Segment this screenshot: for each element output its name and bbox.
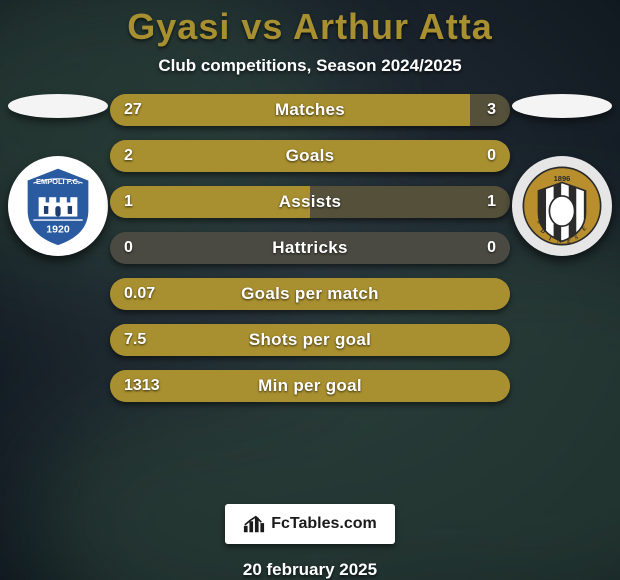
stat-label: Hattricks [110,232,510,264]
stat-row: 273Matches [110,94,510,126]
stat-row: 0.07Goals per match [110,278,510,310]
stat-label: Matches [110,94,510,126]
stat-label: Shots per goal [110,324,510,356]
svg-text:EMPOLI F.C.: EMPOLI F.C. [36,177,80,186]
svg-text:1920: 1920 [46,223,70,235]
page-title: Gyasi vs Arthur Atta [127,6,492,48]
watermark-text: FcTables.com [271,515,377,533]
date-text: 20 february 2025 [243,560,377,580]
udinese-crest-icon: 1896 U D I N [520,164,604,248]
right-player-column: 1896 U D I N [512,94,612,256]
left-club-badge: EMPOLI F.C. 1920 [8,156,108,256]
empoli-crest-icon: EMPOLI F.C. 1920 [14,162,102,250]
left-player-column: EMPOLI F.C. 1920 [8,94,108,256]
stat-label: Goals [110,140,510,172]
stat-row: 20Goals [110,140,510,172]
player-ellipse-right [512,94,612,118]
bar-chart-icon [243,514,265,534]
stat-row: 7.5Shots per goal [110,324,510,356]
stat-bars: 273Matches 20Goals 11Assists 00Hattricks 0.0… [110,94,510,402]
stat-label: Assists [110,186,510,218]
stat-row: 11Assists [110,186,510,218]
svg-text:E: E [567,239,571,245]
stat-label: Goals per match [110,278,510,310]
stat-row: 1313Min per goal [110,370,510,402]
player-ellipse-left [8,94,108,118]
stat-row: 00Hattricks [110,232,510,264]
right-club-badge: 1896 U D I N [512,156,612,256]
page-subtitle: Club competitions, Season 2024/2025 [158,56,461,76]
watermark-badge: FcTables.com [225,504,395,544]
svg-text:1896: 1896 [554,174,571,183]
stat-label: Min per goal [110,370,510,402]
